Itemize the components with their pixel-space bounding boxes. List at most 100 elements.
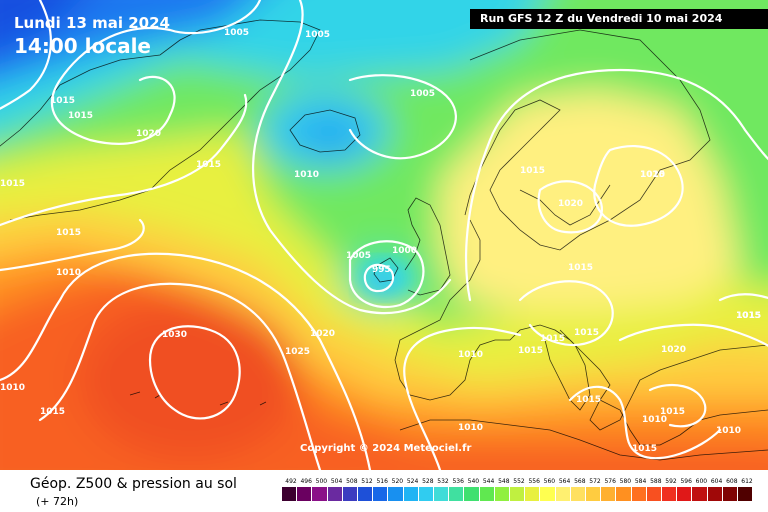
scale-label: 512 <box>361 478 373 485</box>
isobar-label: 1000 <box>392 246 417 256</box>
isobar-label: 1015 <box>736 311 761 321</box>
isobar-label: 1020 <box>136 129 161 139</box>
copyright-notice: Copyright © 2024 Meteociel.fr <box>300 443 472 454</box>
weather-map: 1005 1005 1005 1015 1015 1020 1015 1010 … <box>0 0 768 470</box>
isobar-label: 1015 <box>736 311 761 321</box>
isobar-label: 1015 <box>736 311 761 321</box>
scale-swatch <box>479 487 495 501</box>
isobar-label: 995 <box>372 265 391 275</box>
isobar-label: 1015 <box>56 228 81 238</box>
isobar-label: 1005 <box>410 89 435 99</box>
scale-label: 544 <box>482 478 495 485</box>
scale-swatch <box>327 487 343 501</box>
scale-label: 608 <box>726 478 738 485</box>
scale-label: 504 <box>330 478 343 485</box>
isobar-label: 1005 <box>224 28 249 38</box>
isobar-label: 1020 <box>558 199 583 209</box>
color-scale: 492 496 500 504 508 512 516 520 524 528 532 536 540 5… <box>282 478 754 506</box>
scale-label: 560 <box>543 478 556 485</box>
scale-swatch <box>555 487 571 501</box>
scale-label: 508 <box>346 478 358 485</box>
isobar-label: 1010 <box>56 268 81 278</box>
scale-label: 572 <box>589 478 601 485</box>
scale-swatch <box>616 487 632 501</box>
isobar-label: 1030 <box>162 330 187 340</box>
scale-label: 604 <box>710 478 723 485</box>
isobar-label: 1015 <box>632 444 657 454</box>
scale-swatch <box>570 487 586 501</box>
isobar-label: 1020 <box>661 345 686 355</box>
isobar-label: 1015 <box>574 328 599 338</box>
scale-label: 552 <box>513 478 525 485</box>
model-run-banner: Run GFS 12 Z du Vendredi 10 mai 2024 <box>470 9 768 29</box>
isobar-label: 1015 <box>40 407 65 417</box>
isobar-label: 1005 <box>346 251 371 261</box>
isobar-label: 1025 <box>285 347 310 357</box>
scale-label: 584 <box>634 478 647 485</box>
scale-label: 540 <box>467 478 480 485</box>
scale-label: 536 <box>452 478 464 485</box>
scale-swatch <box>403 487 419 501</box>
isobar-label: 1010 <box>716 426 741 436</box>
isobar-label: 1015 <box>68 111 93 121</box>
scale-swatch <box>388 487 404 501</box>
scale-swatch <box>677 487 693 501</box>
scale-label: 496 <box>300 478 312 485</box>
scale-label: 564 <box>558 478 571 485</box>
isobar-label: 1015 <box>520 166 545 176</box>
scale-label: 612 <box>741 478 753 485</box>
scale-swatch <box>312 487 328 501</box>
scale-swatch <box>646 487 662 501</box>
isobar-label: 1015 <box>196 160 221 170</box>
scale-label: 580 <box>619 478 632 485</box>
isobar-label: 1015 <box>518 346 543 356</box>
scale-swatch <box>418 487 434 501</box>
scale-label: 532 <box>437 478 449 485</box>
scale-swatch <box>586 487 602 501</box>
scale-label: 516 <box>376 478 388 485</box>
scale-swatch <box>631 487 647 501</box>
pressure-value-labels: 1005 1005 1005 1015 1015 1020 1015 1010 … <box>0 28 761 454</box>
scale-swatch <box>358 487 374 501</box>
legend-title: Géop. Z500 & pression au sol <box>30 476 237 492</box>
scale-label: 588 <box>650 478 662 485</box>
scale-swatch <box>464 487 480 501</box>
scale-swatch <box>373 487 389 501</box>
scale-label: 528 <box>422 478 434 485</box>
scale-label: 520 <box>391 478 404 485</box>
map-canvas: 1005 1005 1005 1015 1015 1020 1015 1010 … <box>0 0 768 470</box>
isobar-label: 1015 <box>540 334 565 344</box>
scale-swatch <box>297 487 313 501</box>
scale-swatch <box>722 487 738 501</box>
scale-label: 576 <box>604 478 616 485</box>
scale-label: 500 <box>315 478 328 485</box>
scale-swatch <box>510 487 526 501</box>
scale-swatch <box>692 487 708 501</box>
isobar-label: 1010 <box>642 415 667 425</box>
isobar-label: 1010 <box>294 170 319 180</box>
isobar-label: 1020 <box>640 170 665 180</box>
isobar-label: 1015 <box>640 170 665 180</box>
scale-swatch <box>707 487 723 501</box>
isobar-label: 1010 <box>458 423 483 433</box>
forecast-time: 14:00 locale <box>14 34 151 58</box>
isobar-label: 1015 <box>568 263 593 273</box>
forecast-date: Lundi 13 mai 2024 <box>14 14 170 32</box>
isobar-label: 1010 <box>458 350 483 360</box>
scale-swatch <box>601 487 617 501</box>
scale-swatch <box>525 487 541 501</box>
isobar-label: 1015 <box>660 407 685 417</box>
scale-label: 524 <box>406 478 419 485</box>
scale-swatch <box>449 487 465 501</box>
scale-label: 592 <box>665 478 677 485</box>
scale-swatch <box>662 487 678 501</box>
scale-label: 568 <box>574 478 586 485</box>
scale-swatch <box>494 487 510 501</box>
scale-label: 596 <box>680 478 692 485</box>
isobar-label: 1015 <box>736 311 761 321</box>
isobar-label: 1020 <box>310 329 335 339</box>
isobar-label: 1015 <box>576 395 601 405</box>
scale-swatch <box>540 487 556 501</box>
scale-label: 492 <box>285 478 297 485</box>
scale-label: 548 <box>498 478 510 485</box>
